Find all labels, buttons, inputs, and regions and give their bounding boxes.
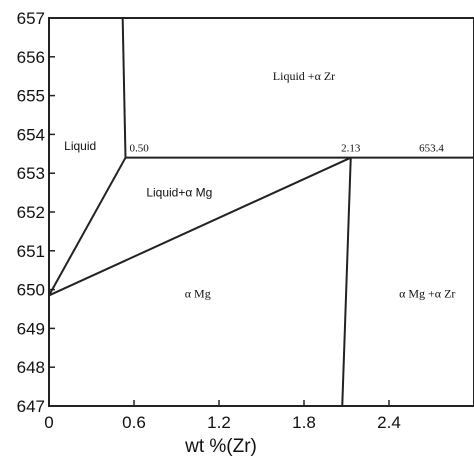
solvus-mg-line <box>341 157 352 407</box>
point-labels: 0.50 2.13 653.4 <box>130 143 445 155</box>
region-label: Liquid +α Zr <box>273 69 335 83</box>
x-axis-title: wt %(Zr) <box>184 436 257 457</box>
region-label: Liquid+α Mg <box>146 186 212 200</box>
y-tick-label: 656 <box>17 48 45 67</box>
solidus-mg-line <box>48 156 352 297</box>
x-tick-label: 0.6 <box>122 413 146 432</box>
y-tick-label: 650 <box>17 281 45 300</box>
point-label: 2.13 <box>341 143 361 155</box>
phase-boundary-lines <box>48 17 474 407</box>
y-tick-label: 654 <box>17 125 45 144</box>
x-tick-labels: 0 0.6 1.2 1.8 2.4 <box>44 413 401 432</box>
y-tick-label: 647 <box>17 397 45 416</box>
x-tick-label: 2.4 <box>377 413 401 432</box>
region-label: α Mg <box>185 286 211 300</box>
point-label: 653.4 <box>419 143 444 155</box>
x-tick-label: 1.8 <box>292 413 316 432</box>
x-tick-label: 1.2 <box>207 413 231 432</box>
plot-frame <box>48 17 474 407</box>
y-tick-label: 655 <box>17 87 45 106</box>
region-label: Liquid <box>64 139 96 153</box>
y-tick-labels: 647 648 649 650 651 652 653 654 655 656 657 <box>17 9 45 416</box>
y-tick-label: 653 <box>17 164 45 183</box>
y-tick-label: 648 <box>17 358 45 377</box>
point-label: 0.50 <box>130 143 150 155</box>
liquidus-zr-line <box>121 17 127 158</box>
y-tick-label: 651 <box>17 242 45 261</box>
y-tick-label: 657 <box>17 9 45 28</box>
axis-ticks <box>48 17 390 407</box>
y-tick-label: 649 <box>17 319 45 338</box>
y-tick-label: 652 <box>17 203 45 222</box>
region-label: α Mg +α Zr <box>399 286 455 300</box>
liquidus-mg-line <box>48 157 127 296</box>
region-labels: Liquid Liquid +α Zr Liquid+α Mg α Mg α Mg +α… <box>64 69 455 300</box>
x-tick-label: 0 <box>44 413 53 432</box>
